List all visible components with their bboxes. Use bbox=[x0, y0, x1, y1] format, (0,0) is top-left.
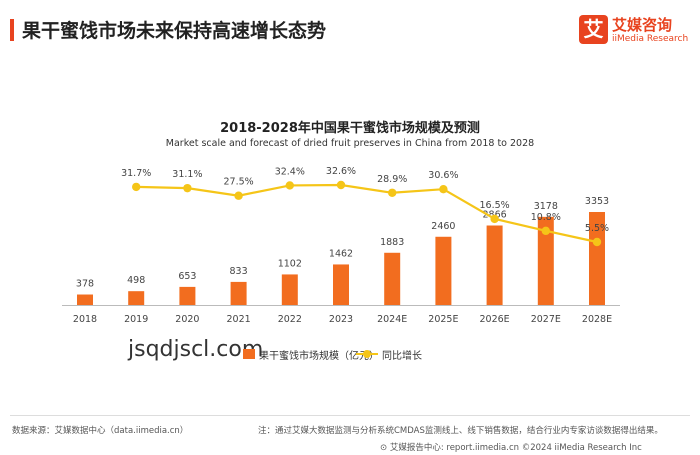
growth-point-2022 bbox=[285, 181, 294, 190]
bar-2022 bbox=[281, 274, 298, 305]
footer-divider bbox=[10, 415, 690, 416]
x-tick-label-2022: 2022 bbox=[278, 314, 302, 325]
bar-value-label-2025E: 2460 bbox=[431, 221, 455, 232]
chart-subtitle: Market scale and forecast of dried fruit… bbox=[165, 138, 535, 149]
x-tick-label-2026E: 2026E bbox=[480, 314, 510, 325]
growth-line bbox=[136, 183, 598, 244]
legend-bar-label: 果干蜜饯市场规模（亿元） bbox=[259, 351, 379, 362]
bar-value-label-2021: 833 bbox=[230, 266, 248, 277]
growth-point-2023 bbox=[336, 180, 346, 190]
x-tick-label-2024E: 2024E bbox=[377, 314, 407, 325]
growth-label-2019: 31.7% bbox=[121, 168, 151, 179]
growth-label-2023: 32.6% bbox=[326, 166, 356, 177]
page-title: 果干蜜饯市场未来保持高速增长态势 bbox=[22, 20, 327, 42]
x-tick-label-2020: 2020 bbox=[175, 314, 199, 325]
bar-value-label-2022: 1102 bbox=[278, 258, 302, 269]
growth-point-2027E bbox=[541, 226, 550, 236]
title-accent-bar bbox=[10, 19, 14, 41]
growth-point-2019 bbox=[132, 182, 141, 192]
growth-point-2026E bbox=[490, 214, 499, 224]
x-tick-label-2019: 2019 bbox=[124, 314, 148, 325]
chart-title: 2018-2028年中国果干蜜饯市场规模及预测 bbox=[220, 121, 480, 136]
bar-2027E bbox=[537, 216, 554, 305]
x-tick-label-2023: 2023 bbox=[329, 314, 353, 325]
growth-label-2021: 27.5% bbox=[224, 177, 254, 188]
bar-value-label-2018: 378 bbox=[76, 279, 94, 290]
bar-value-label-2020: 653 bbox=[178, 271, 196, 282]
x-tick-label-2027E: 2027E bbox=[531, 314, 561, 325]
growth-point-2021 bbox=[234, 191, 243, 200]
growth-label-2026E: 16.5% bbox=[480, 200, 510, 211]
bar-2021 bbox=[230, 281, 247, 305]
data-source: 数据来源：艾媒数据中心（data.iimedia.cn） bbox=[12, 426, 189, 436]
x-tick-label-2025E: 2025E bbox=[428, 314, 458, 325]
bar-value-label-2027E: 3178 bbox=[534, 201, 558, 212]
logo-name-en: iiMedia Research bbox=[612, 34, 689, 44]
footer-credit: ⊙ 艾媒报告中心: report.iimedia.cn ©2024 iiMedi… bbox=[380, 443, 642, 453]
growth-point-2025E bbox=[439, 185, 448, 194]
growth-label-2022: 32.4% bbox=[275, 166, 305, 177]
bar-2025E bbox=[435, 236, 452, 305]
bar-value-label-2028E: 3353 bbox=[585, 196, 609, 207]
bar-2020 bbox=[179, 286, 196, 305]
growth-label-2025E: 30.6% bbox=[428, 170, 458, 181]
growth-label-2027E: 10.8% bbox=[531, 212, 561, 223]
bar-2023 bbox=[333, 264, 349, 305]
growth-point-2024E bbox=[388, 188, 397, 197]
footer-note: 注：通过艾媒大数据监测与分析系统CMDAS监测线上、线下销售数据，结合行业内专家… bbox=[258, 426, 663, 436]
legend-line-dot bbox=[363, 350, 371, 358]
x-tick-label-2018: 2018 bbox=[73, 314, 97, 325]
bar-value-label-2023: 1462 bbox=[329, 248, 353, 259]
bar-2019 bbox=[128, 291, 145, 305]
bar-value-label-2019: 498 bbox=[127, 275, 145, 286]
bar-2026E bbox=[486, 225, 503, 305]
growth-point-2028E bbox=[592, 237, 602, 247]
growth-label-2020: 31.1% bbox=[172, 169, 202, 180]
legend-line-label: 同比增长 bbox=[382, 351, 422, 362]
bar-2028E bbox=[589, 212, 605, 305]
growth-label-2028E: 5.5% bbox=[585, 223, 609, 234]
watermark-text: jsqdjscl.com bbox=[128, 337, 264, 362]
growth-point-2020 bbox=[183, 183, 192, 193]
bar-2018 bbox=[77, 294, 93, 305]
bar-value-label-2024E: 1883 bbox=[380, 237, 404, 248]
bar-2024E bbox=[384, 252, 401, 305]
logo-name-cn: 艾媒咨询 bbox=[612, 16, 673, 34]
growth-label-2024E: 28.9% bbox=[377, 174, 407, 185]
x-tick-label-2021: 2021 bbox=[227, 314, 251, 325]
x-tick-label-2028E: 2028E bbox=[582, 314, 612, 325]
legend-bar-swatch bbox=[243, 349, 255, 359]
iimedia-logo-icon: 艾 bbox=[579, 15, 608, 44]
